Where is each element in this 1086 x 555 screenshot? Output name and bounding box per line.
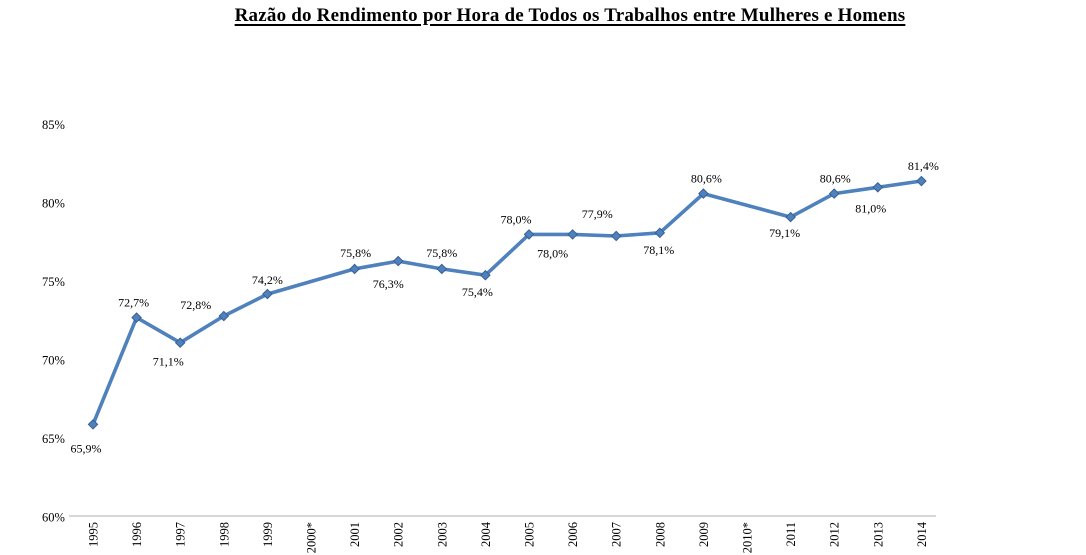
x-axis-tick: 1996 bbox=[130, 522, 144, 547]
x-axis-tick: 2006 bbox=[566, 522, 580, 547]
data-label: 78,0% bbox=[501, 212, 532, 226]
data-label: 74,2% bbox=[252, 273, 283, 287]
y-axis-tick: 60% bbox=[42, 511, 65, 525]
data-point bbox=[654, 227, 666, 239]
x-axis-tick: 2012 bbox=[828, 522, 842, 547]
series-line bbox=[91, 179, 924, 427]
data-point bbox=[828, 188, 840, 199]
x-axis-tick: 1997 bbox=[174, 522, 188, 547]
data-label: 75,8% bbox=[340, 246, 371, 260]
x-axis-tick: 2002 bbox=[392, 522, 406, 547]
y-axis-tick: 85% bbox=[42, 118, 65, 132]
x-axis-tick: 2000* bbox=[305, 522, 319, 553]
data-point bbox=[785, 211, 796, 223]
data-label: 72,8% bbox=[180, 298, 211, 312]
x-axis-tick: 1995 bbox=[87, 522, 101, 547]
x-axis-tick: 2005 bbox=[523, 522, 537, 547]
y-axis-tick: 65% bbox=[42, 432, 65, 446]
data-label: 72,7% bbox=[118, 296, 149, 310]
data-point bbox=[916, 175, 927, 187]
x-axis-tick: 2011 bbox=[784, 522, 798, 547]
x-axis-tick: 2003 bbox=[435, 522, 449, 547]
data-label: 80,6% bbox=[691, 172, 722, 186]
x-axis-tick: 1998 bbox=[217, 522, 231, 547]
x-axis-tick: 2010* bbox=[741, 522, 755, 553]
data-label: 81,4% bbox=[908, 159, 939, 173]
data-point bbox=[567, 229, 578, 240]
data-point bbox=[262, 288, 273, 300]
data-label: 76,3% bbox=[373, 277, 404, 291]
data-point bbox=[87, 419, 99, 430]
y-axis-tick: 70% bbox=[42, 354, 65, 368]
data-point bbox=[392, 255, 404, 267]
data-point bbox=[698, 188, 709, 199]
data-label: 81,0% bbox=[855, 201, 886, 215]
x-axis-tick: 2013 bbox=[871, 522, 885, 547]
data-point bbox=[523, 229, 535, 240]
data-label: 75,8% bbox=[426, 246, 457, 260]
chart-title-wrap: Razão do Rendimento por Hora de Todos os… bbox=[54, 5, 1086, 27]
data-point bbox=[218, 310, 230, 322]
data-label: 71,1% bbox=[153, 355, 184, 369]
data-point bbox=[174, 337, 186, 349]
x-axis-tick: 2008 bbox=[653, 522, 667, 547]
data-point bbox=[872, 181, 884, 193]
x-axis-tick: 2007 bbox=[610, 522, 624, 547]
data-label: 80,6% bbox=[820, 172, 851, 186]
chart-title: Razão do Rendimento por Hora de Todos os… bbox=[234, 5, 906, 26]
y-axis-tick: 75% bbox=[42, 275, 65, 289]
x-axis-tick: 1999 bbox=[261, 522, 275, 547]
x-axis-tick: 2004 bbox=[479, 521, 493, 547]
y-axis-tick: 80% bbox=[42, 197, 65, 211]
x-axis-tick: 2009 bbox=[697, 522, 711, 547]
data-label: 77,9% bbox=[582, 207, 613, 221]
data-label: 79,1% bbox=[769, 226, 800, 240]
data-label: 75,4% bbox=[462, 285, 493, 299]
data-point bbox=[480, 269, 491, 281]
data-label: 78,1% bbox=[643, 243, 674, 257]
data-point bbox=[436, 263, 448, 275]
x-axis-tick: 2014 bbox=[915, 521, 929, 547]
data-point bbox=[610, 230, 622, 242]
x-axis-tick: 2001 bbox=[348, 522, 362, 547]
data-label: 78,0% bbox=[537, 246, 568, 260]
data-point bbox=[131, 312, 142, 323]
data-label: 65,9% bbox=[71, 441, 102, 455]
data-point bbox=[349, 263, 360, 275]
